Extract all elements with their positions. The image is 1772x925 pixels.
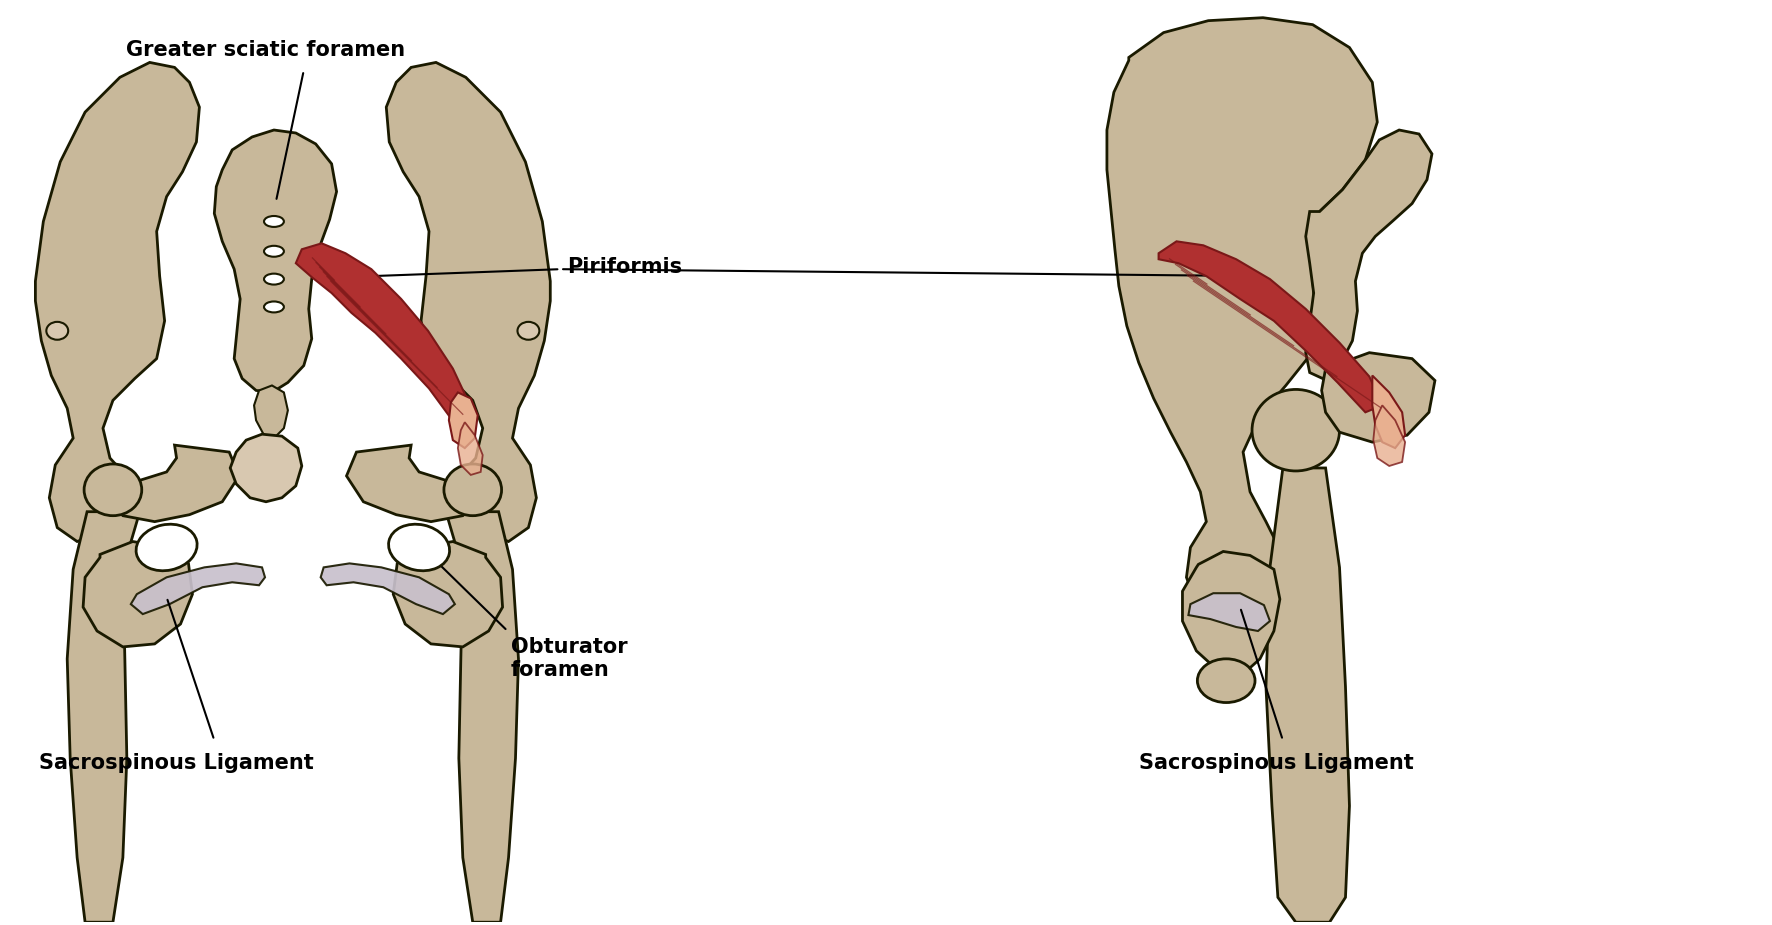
Text: Sacrospinous Ligament: Sacrospinous Ligament: [39, 753, 314, 773]
Ellipse shape: [136, 524, 197, 571]
Text: Obturator
foramen: Obturator foramen: [510, 637, 627, 680]
Polygon shape: [386, 62, 551, 541]
Ellipse shape: [1198, 659, 1255, 703]
Ellipse shape: [1253, 389, 1340, 471]
Ellipse shape: [264, 274, 284, 285]
Polygon shape: [1306, 130, 1432, 378]
Polygon shape: [253, 386, 287, 438]
Text: Greater sciatic foramen: Greater sciatic foramen: [126, 41, 406, 60]
Polygon shape: [230, 434, 301, 501]
Polygon shape: [393, 541, 503, 647]
Polygon shape: [1159, 241, 1382, 413]
Polygon shape: [448, 392, 478, 448]
Polygon shape: [1372, 376, 1405, 448]
Polygon shape: [321, 563, 455, 614]
Polygon shape: [1265, 468, 1350, 922]
Ellipse shape: [264, 246, 284, 257]
Polygon shape: [1373, 405, 1405, 466]
Ellipse shape: [445, 464, 501, 515]
Polygon shape: [296, 243, 468, 422]
Polygon shape: [35, 62, 200, 541]
Ellipse shape: [388, 524, 450, 571]
Polygon shape: [110, 445, 239, 522]
Ellipse shape: [83, 464, 142, 515]
Polygon shape: [447, 512, 519, 922]
Polygon shape: [131, 563, 266, 614]
Polygon shape: [1189, 593, 1271, 631]
Text: Piriformis: Piriformis: [567, 257, 682, 278]
Polygon shape: [1182, 551, 1279, 677]
Ellipse shape: [517, 322, 539, 339]
Ellipse shape: [264, 216, 284, 227]
Polygon shape: [347, 445, 475, 522]
Polygon shape: [457, 422, 482, 475]
Polygon shape: [1322, 352, 1435, 442]
Ellipse shape: [264, 302, 284, 313]
Polygon shape: [67, 512, 140, 922]
Ellipse shape: [46, 322, 67, 339]
Polygon shape: [214, 130, 337, 392]
Polygon shape: [1108, 18, 1377, 629]
Polygon shape: [83, 541, 193, 647]
Text: Sacrospinous Ligament: Sacrospinous Ligament: [1139, 753, 1414, 773]
